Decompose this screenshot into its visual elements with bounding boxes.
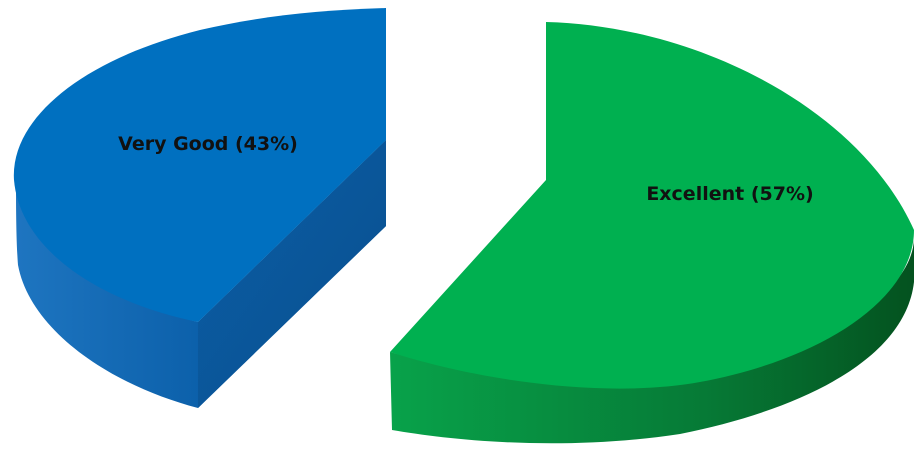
label-very-good: Very Good (43%) <box>118 133 298 155</box>
slice-very-good-top <box>13 8 386 322</box>
slice-excellent <box>390 22 914 444</box>
slice-very-good-cutface <box>198 140 386 408</box>
slice-excellent-top <box>390 22 914 389</box>
slice-very-good-side <box>16 140 386 408</box>
slice-very-good <box>13 8 386 408</box>
label-excellent: Excellent (57%) <box>646 183 813 205</box>
slice-excellent-side <box>390 240 914 444</box>
